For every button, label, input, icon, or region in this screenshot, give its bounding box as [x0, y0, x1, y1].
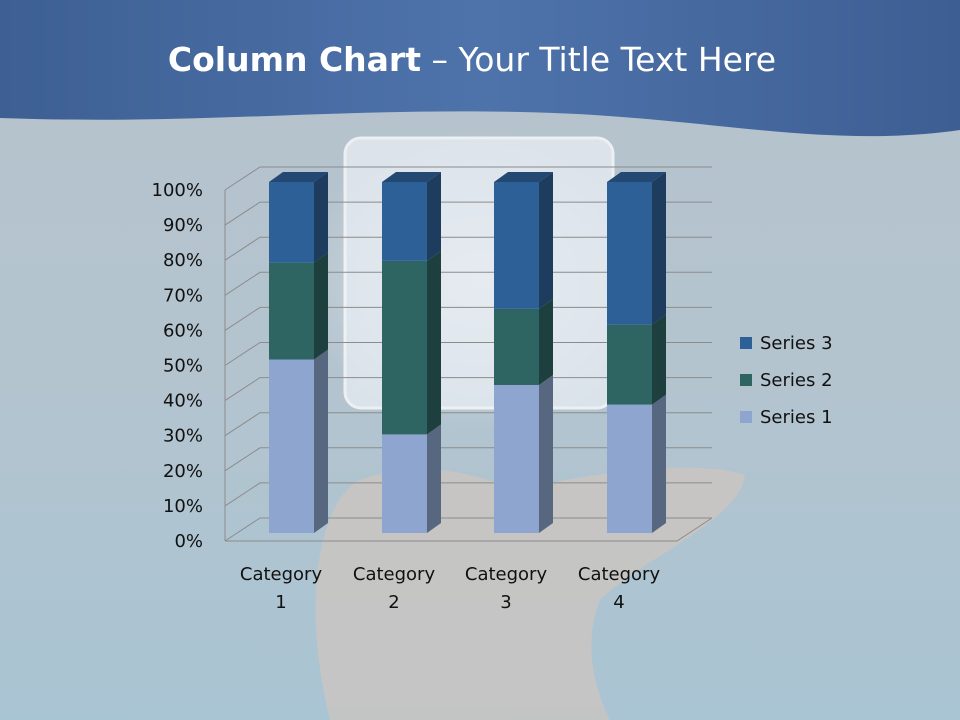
bar-side-3	[539, 172, 553, 309]
bars	[269, 172, 666, 533]
bar-side-1	[427, 424, 441, 533]
bar-side-1	[314, 349, 328, 533]
bar-side-2	[314, 252, 328, 360]
y-tick-label: 70%	[163, 285, 203, 306]
legend-label: Series 2	[760, 370, 833, 391]
title-rest: – Your Title Text Here	[420, 40, 777, 79]
legend-swatch	[740, 374, 752, 386]
bar-front-3	[494, 182, 539, 309]
gridline	[224, 166, 712, 191]
category-label: Category	[353, 564, 436, 585]
bar-front-1	[607, 404, 652, 533]
x-axis-line	[225, 517, 713, 542]
category-label: 1	[275, 592, 286, 613]
gridline	[224, 271, 712, 296]
y-tick-label: 30%	[163, 426, 203, 447]
gridline	[224, 412, 712, 437]
bar-top	[494, 172, 553, 182]
x-axis-labels: Category 1 Category 2 Category 3 Category 4	[240, 564, 661, 613]
gridline	[224, 342, 712, 366]
category-label: Category	[465, 564, 548, 585]
bar-front-2	[607, 324, 652, 405]
category-label: 4	[613, 592, 624, 613]
category-label: 2	[388, 592, 399, 613]
legend-swatch	[740, 337, 752, 349]
bar-side-3	[427, 172, 441, 261]
legend: Series 3 Series 2 Series 1	[740, 333, 833, 428]
gridline	[224, 482, 712, 507]
bar-side-1	[652, 394, 666, 533]
bar-side-2	[427, 250, 441, 435]
gridlines	[224, 166, 713, 542]
y-tick-label: 20%	[163, 461, 203, 482]
y-tick-label: 10%	[163, 496, 203, 517]
bar-front-2	[269, 262, 314, 360]
y-tick-label: 40%	[163, 391, 203, 412]
bar-side-3	[314, 172, 328, 263]
gridline	[224, 447, 712, 472]
bar-top	[269, 172, 328, 182]
bar-front-1	[494, 384, 539, 533]
legend-label: Series 1	[760, 407, 833, 428]
category-label: Category	[578, 564, 661, 585]
gridline	[224, 201, 712, 226]
legend-swatch	[740, 411, 752, 423]
bar-top	[382, 172, 441, 182]
bar-side-2	[539, 298, 553, 385]
gridline	[224, 377, 712, 402]
bar-front-3	[607, 182, 652, 325]
gridline	[224, 517, 712, 542]
bar-front-1	[269, 359, 314, 533]
bar-top	[607, 172, 666, 182]
bar-front-2	[494, 308, 539, 385]
gridline	[224, 236, 712, 261]
bar-side-3	[652, 172, 666, 325]
y-tick-label: 100%	[152, 180, 203, 201]
bar-front-1	[382, 434, 427, 533]
bar-front-3	[382, 182, 427, 261]
gridline	[224, 306, 712, 331]
y-tick-label: 50%	[163, 356, 203, 377]
y-tick-label: 80%	[163, 250, 203, 271]
y-tick-label: 0%	[174, 531, 203, 552]
legend-label: Series 3	[760, 333, 833, 354]
category-label: 3	[500, 592, 511, 613]
bar-front-3	[269, 182, 314, 263]
category-label: Category	[240, 564, 323, 585]
slide-title: Column Chart – Your Title Text Here	[0, 40, 944, 79]
y-tick-label: 90%	[163, 215, 203, 236]
bar-side-1	[539, 374, 553, 533]
bar-side-2	[652, 314, 666, 405]
bar-front-2	[382, 260, 427, 435]
y-tick-label: 60%	[163, 320, 203, 341]
title-bold: Column Chart	[167, 40, 421, 79]
y-axis-ticks: 0% 10% 20% 30% 40% 50% 60% 70% 80% 90% 100%	[152, 180, 203, 552]
